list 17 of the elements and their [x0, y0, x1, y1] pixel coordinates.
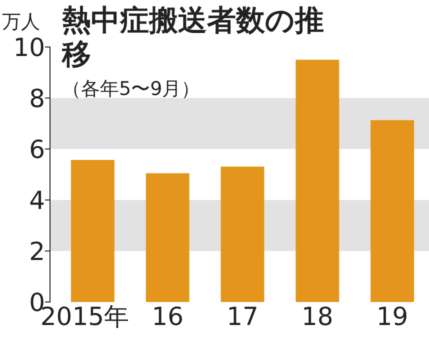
y-tick-label: 4 — [29, 186, 45, 215]
x-tick-label: 18 — [301, 302, 334, 331]
bar — [296, 60, 340, 302]
y-tick-label: 2 — [29, 236, 45, 266]
y-tick-label: 8 — [29, 84, 45, 113]
x-tick-label: 17 — [226, 302, 258, 331]
bar — [370, 120, 414, 302]
x-tick-label: 16 — [152, 302, 184, 331]
bar — [70, 160, 114, 302]
chart-title: 熱中症搬送者数の推移 — [61, 3, 324, 71]
bar — [220, 166, 264, 302]
y-tick-label: 6 — [29, 134, 45, 164]
bar — [146, 173, 190, 302]
y-axis-title: 万人 — [2, 11, 40, 33]
text: （各年5〜9月） — [62, 78, 200, 100]
y-tick-label: 10 — [13, 32, 45, 62]
x-tick-label: 19 — [376, 302, 408, 331]
